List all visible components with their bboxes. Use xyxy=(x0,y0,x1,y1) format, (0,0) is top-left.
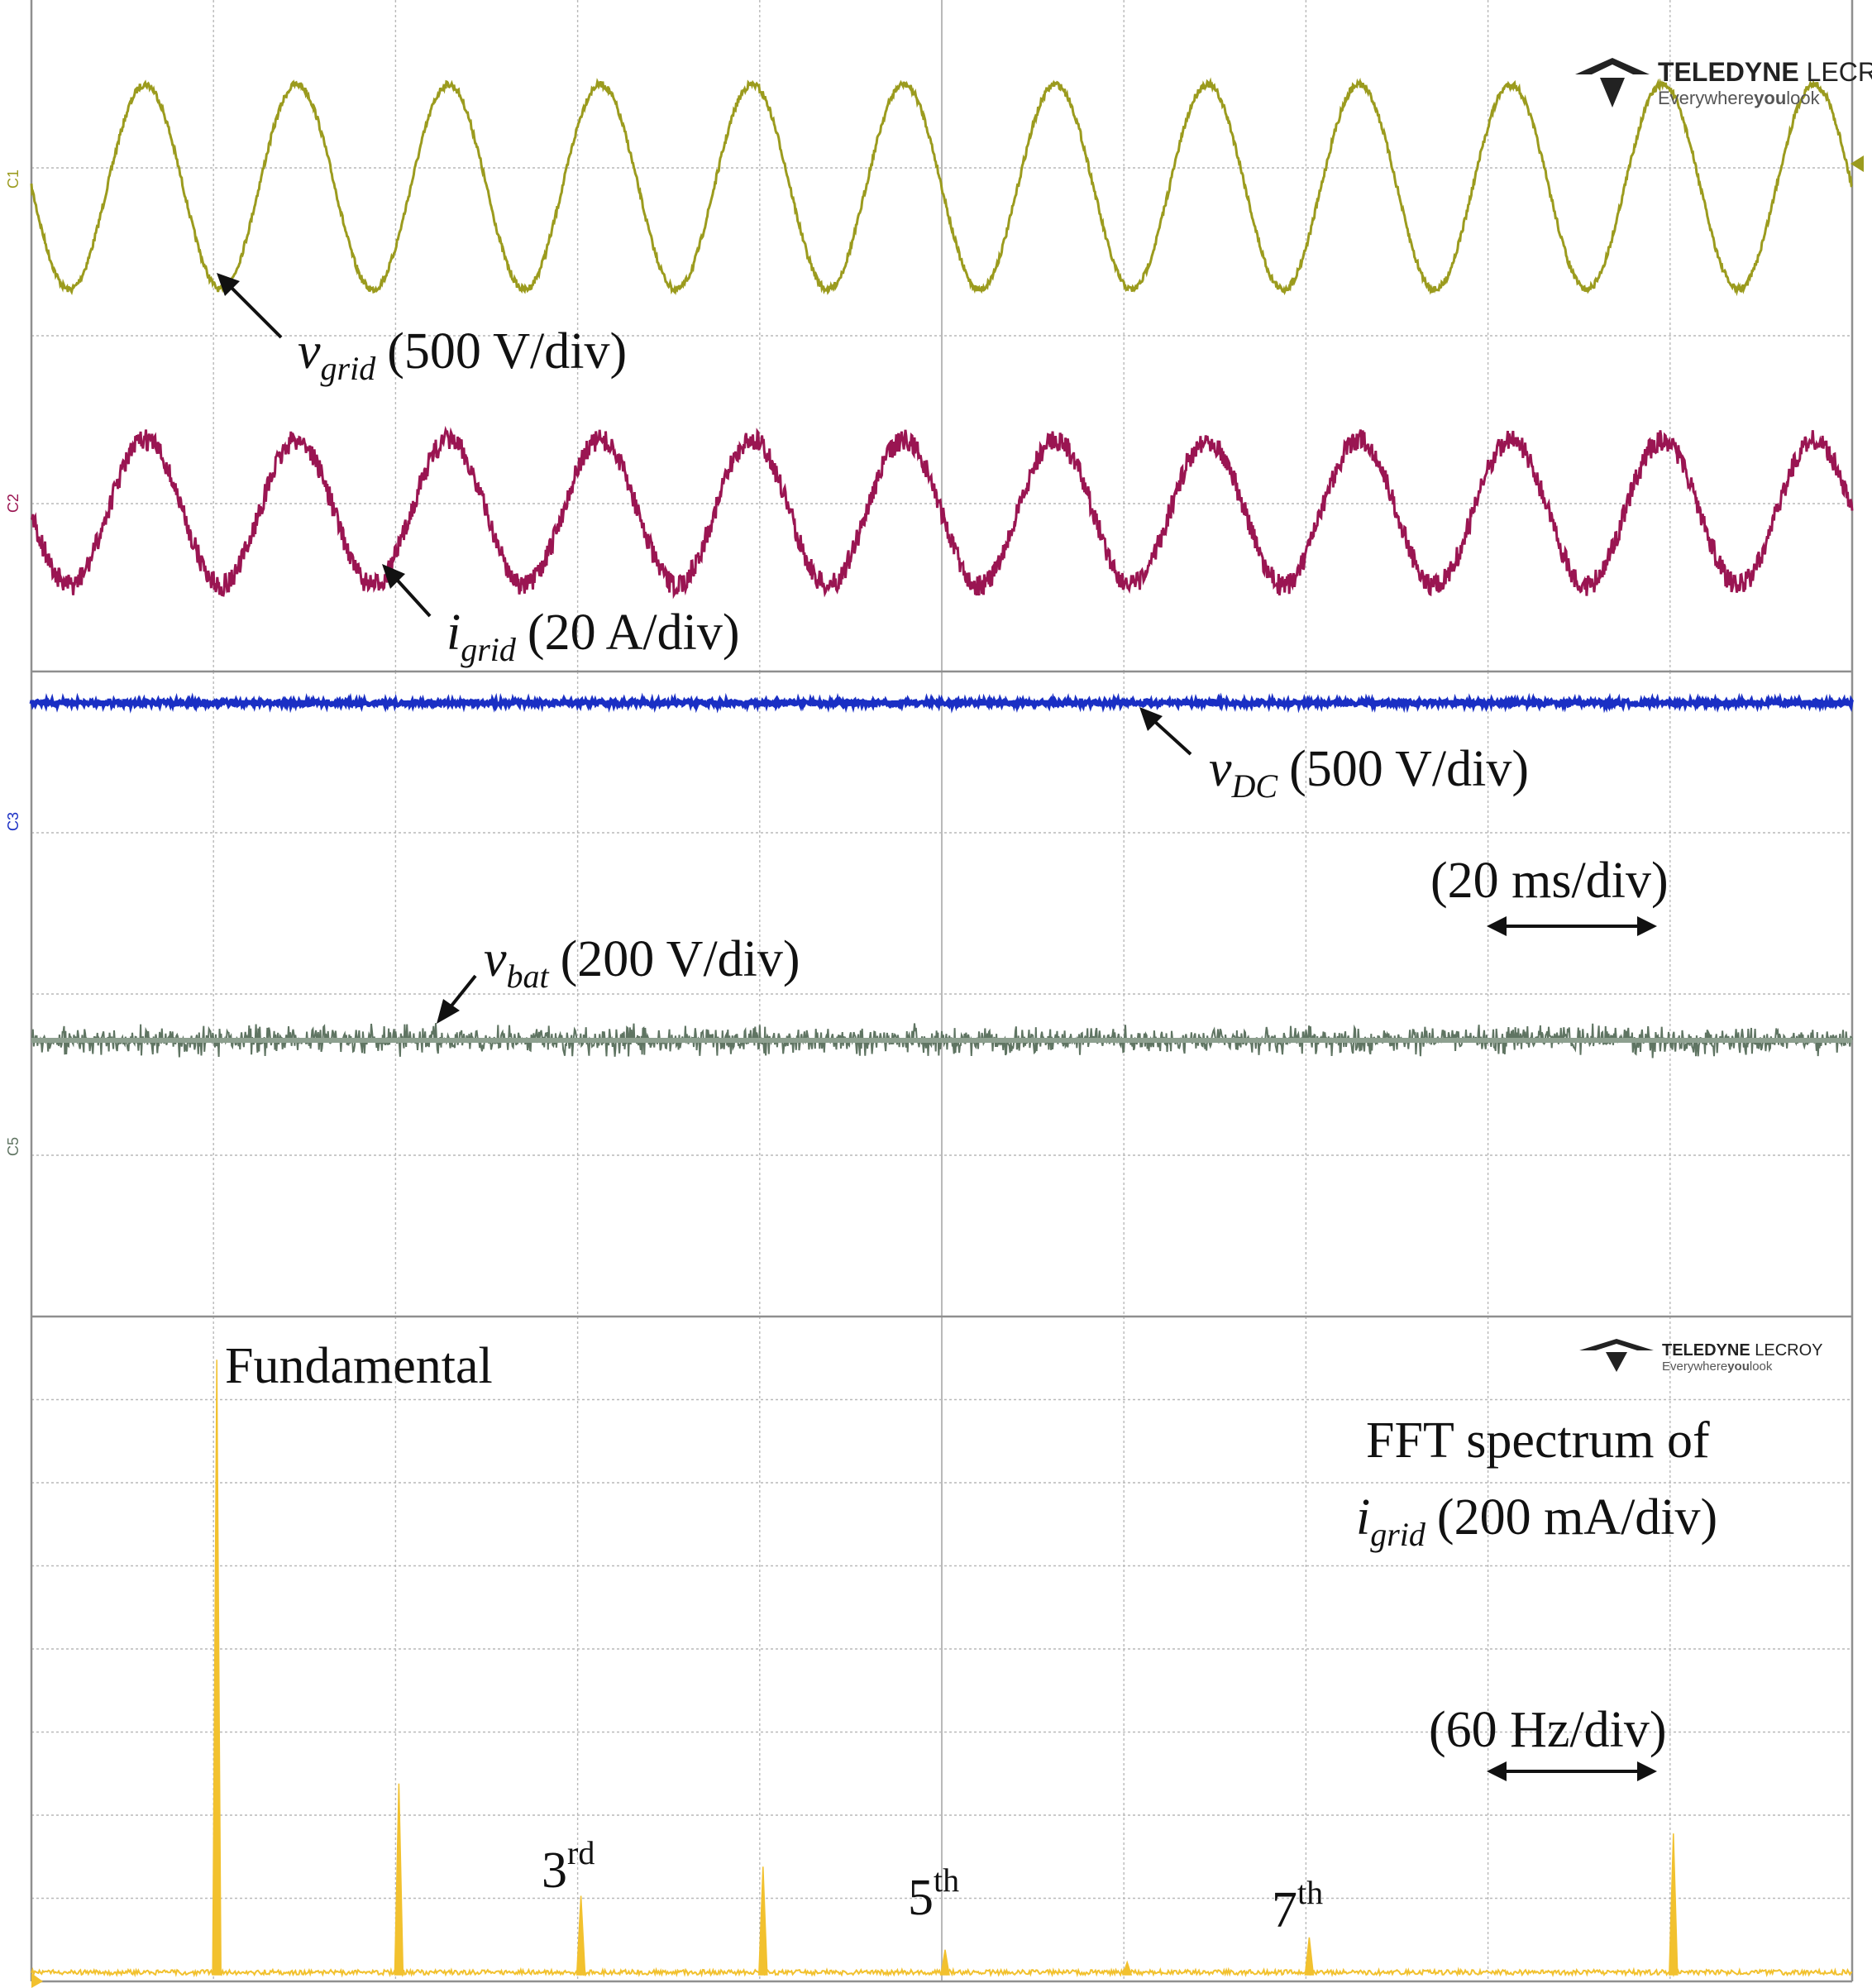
channel-marker-c5: C5 xyxy=(5,1137,21,1156)
teledyne-logo-icon xyxy=(1575,58,1650,108)
fft-label-7th: 7th xyxy=(1272,1874,1323,1938)
brand-name-b: TELEDYNE xyxy=(1662,1341,1750,1360)
brand-name: TELEDYNE xyxy=(1658,57,1799,87)
svg-text:igrid(20 A/div): igrid (20 A/div) xyxy=(447,605,740,668)
fft-peak-6 xyxy=(1304,1937,1315,1976)
trace-i-grid xyxy=(30,425,1854,600)
brand-tag-3-b: look xyxy=(1750,1360,1773,1374)
brand-tag-1-b: Everywhere xyxy=(1662,1360,1727,1374)
svg-text:TELEDYNE LECROY: TELEDYNE LECROY xyxy=(1658,57,1872,87)
svg-text:(60 Hz/div): (60 Hz/div) xyxy=(1429,1702,1667,1758)
svg-text:Everywhereyoulook: Everywhereyoulook xyxy=(1662,1360,1773,1374)
trace-v-grid xyxy=(30,77,1853,297)
label-vbat: vbat (200 V/div) xyxy=(437,931,800,1024)
fft-label-3rd: 3rd xyxy=(542,1834,595,1899)
label-vgrid: vgrid (500 V/div) xyxy=(217,273,627,387)
channel-marker-c2: C2 xyxy=(5,494,21,513)
fft-ref-marker-icon xyxy=(31,1973,43,1988)
svg-text:vbat(200 V/div): vbat (200 V/div) xyxy=(484,931,800,995)
svg-text:vDC(500 V/div): vDC (500 V/div) xyxy=(1209,741,1529,805)
brand-tag-2: you xyxy=(1754,88,1786,108)
fft-peak-2 xyxy=(575,1895,586,1976)
grid xyxy=(30,0,1854,1983)
brand-logo-top: TELEDYNE LECROY Everywhereyoulook xyxy=(1575,57,1872,108)
brand-tag-1: Everywhere xyxy=(1658,88,1754,108)
fft-peak-5 xyxy=(1122,1960,1133,1976)
svg-text:vgrid(500 V/div): vgrid (500 V/div) xyxy=(298,323,627,387)
brand-tag-2-b: you xyxy=(1727,1360,1750,1374)
brand-name-2: LECROY xyxy=(1807,57,1872,87)
svg-text:(20 ms/div): (20 ms/div) xyxy=(1430,853,1669,909)
brand-logo-bottom: TELEDYNE LECROY Everywhereyoulook xyxy=(1579,1339,1823,1374)
brand-tag-3: look xyxy=(1786,88,1820,108)
time-scale: (20 ms/div) xyxy=(1430,853,1669,936)
traces-layer xyxy=(29,77,1855,1059)
fft-peak-0 xyxy=(212,1360,222,1976)
channel-marker-c3: C3 xyxy=(5,812,21,831)
fft-title-line2: igrid (200 mA/div) xyxy=(1356,1489,1717,1553)
svg-text:Everywhereyoulook: Everywhereyoulook xyxy=(1658,88,1821,108)
label-vdc: vDC (500 V/div) xyxy=(1139,707,1529,805)
brand-name-2-b: LECROY xyxy=(1755,1341,1822,1360)
teledyne-logo-icon-2 xyxy=(1579,1339,1654,1372)
trace-v-dc xyxy=(29,692,1855,714)
fft-peak-7 xyxy=(1669,1833,1679,1976)
fft-label-fundamental: Fundamental xyxy=(225,1338,493,1394)
fft-peak-1 xyxy=(394,1783,404,1976)
channel-marker-c1: C1 xyxy=(5,170,21,189)
fft-peak-4 xyxy=(940,1949,950,1976)
fft-title-line1: FFT spectrum of xyxy=(1366,1412,1710,1469)
vgrid-symbol: v xyxy=(298,323,321,380)
freq-scale: (60 Hz/div) xyxy=(1429,1702,1667,1781)
trigger-marker-icon xyxy=(1851,155,1864,172)
fft-label-5th: 5th xyxy=(908,1861,959,1926)
fft-peak-3 xyxy=(758,1866,768,1976)
label-igrid: igrid (20 A/div) xyxy=(382,564,740,668)
trace-v-bat xyxy=(31,1023,1853,1059)
svg-text:TELEDYNE LECROY: TELEDYNE LECROY xyxy=(1662,1341,1823,1360)
fft-bars-layer xyxy=(31,1360,1853,1978)
